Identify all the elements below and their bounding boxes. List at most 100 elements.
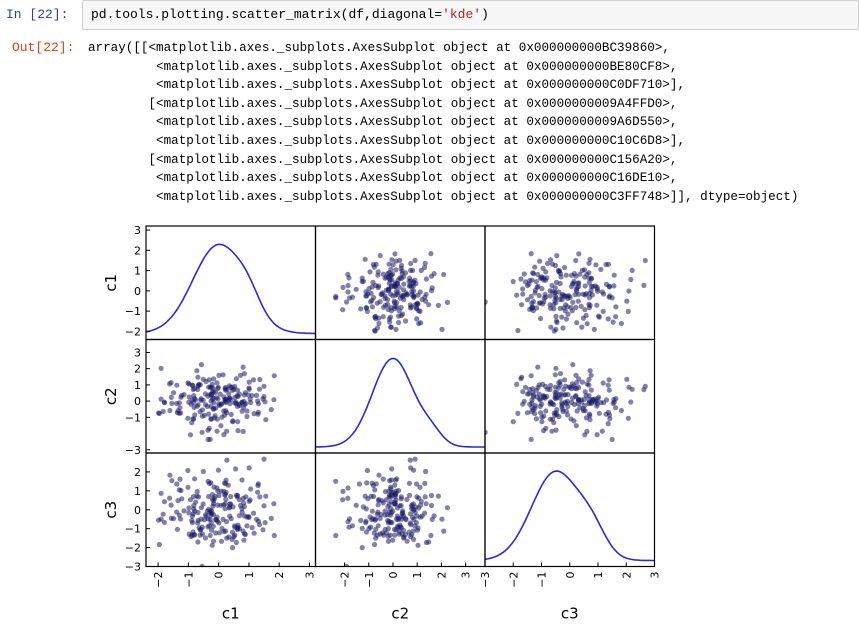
code-input-cell[interactable]: pd.tools.plotting.scatter_matrix(df,diag… (82, 0, 859, 30)
scatter-point (552, 395, 558, 401)
scatter-point (394, 476, 400, 482)
scatter-point (362, 256, 368, 262)
scatter-point (591, 326, 597, 332)
scatter-point (574, 284, 580, 291)
scatter-point (573, 394, 579, 400)
scatter-point (214, 380, 220, 386)
scatter-point (568, 284, 574, 290)
scatter-point (596, 410, 602, 416)
x-tick-label: 0 (564, 572, 577, 579)
input-prompt: In [22]: (6, 7, 69, 22)
scatter-point (333, 478, 339, 484)
scatter-point (230, 545, 236, 551)
scatter-point (160, 408, 166, 415)
scatter-point (214, 428, 220, 434)
scatter-point (189, 532, 195, 538)
subplot-c2-c3 (484, 338, 656, 454)
x-tick-label: 0 (213, 572, 226, 579)
scatter-point (611, 272, 617, 278)
scatter-point (211, 496, 217, 502)
scatter-point (609, 295, 615, 301)
scatter-point (217, 391, 223, 397)
scatter-point (386, 501, 392, 507)
scatter-point (586, 295, 593, 301)
scatter-point (528, 251, 534, 257)
scatter-point (549, 428, 555, 434)
scatter-point (594, 401, 600, 407)
scatter-point (404, 496, 410, 502)
scatter-point (520, 286, 526, 292)
scatter-point (594, 432, 600, 438)
scatter-point (542, 395, 548, 401)
scatter-point (202, 535, 209, 541)
scatter-point (243, 494, 249, 500)
scatter-point (591, 396, 597, 402)
scatter-point (211, 405, 217, 412)
scatter-point (428, 251, 434, 257)
scatter-point (557, 371, 564, 377)
scatter-point (553, 279, 560, 285)
scatter-point (257, 494, 263, 500)
scatter-point (223, 496, 229, 503)
y-axis-label: c1 (102, 274, 120, 292)
scatter-point (520, 389, 526, 395)
scatter-point (220, 372, 226, 378)
scatter-point (196, 525, 202, 531)
scatter-point (398, 275, 404, 281)
scatter-point (176, 400, 182, 406)
scatter-point (251, 530, 257, 536)
scatter-point (599, 428, 605, 434)
scatter-point (528, 373, 534, 379)
scatter-point (574, 408, 580, 414)
scatter-point (195, 517, 201, 524)
scatter-point (358, 306, 364, 312)
scatter-point (408, 267, 414, 273)
scatter-point (158, 365, 164, 371)
scatter-point (228, 411, 234, 418)
scatter-point (158, 396, 164, 402)
scatter-point (343, 563, 350, 567)
scatter-point (603, 397, 610, 403)
scatter-point (419, 513, 425, 519)
scatter-point (156, 541, 162, 548)
scatter-point (624, 376, 630, 382)
subplot-frame (484, 452, 656, 568)
code-text[interactable]: pd.tools.plotting.scatter_matrix(df,diag… (91, 7, 489, 22)
scatter-point (423, 291, 429, 297)
scatter-point (168, 515, 174, 521)
scatter-point (370, 482, 376, 489)
scatter-point (573, 273, 579, 279)
scatter-point (227, 401, 233, 407)
scatter-point (601, 291, 607, 297)
scatter-point (551, 402, 557, 408)
scatter-point (515, 410, 521, 416)
scatter-point (439, 516, 445, 522)
scatter-point (228, 397, 234, 403)
scatter-point (628, 399, 634, 405)
scatter-point (439, 326, 445, 332)
scatter-point (221, 528, 227, 535)
scatter-point (557, 268, 563, 274)
x-tick-label: −2 (339, 572, 352, 588)
scatter-point (216, 492, 222, 499)
scatter-point (408, 260, 414, 267)
scatter-point (600, 380, 606, 386)
scatter-point (360, 278, 366, 284)
scatter-point (613, 314, 619, 320)
scatter-point (428, 532, 434, 539)
scatter-point (206, 411, 212, 417)
scatter-point (553, 427, 559, 433)
scatter-point (587, 256, 593, 262)
scatter-point (557, 378, 563, 385)
scatter-point (549, 261, 555, 267)
scatter-point (576, 251, 582, 257)
scatter-point (374, 511, 380, 517)
x-tick-label: −2 (152, 572, 165, 588)
scatter-point (563, 316, 569, 322)
scatter-point (385, 517, 391, 524)
scatter-point (539, 286, 545, 292)
scatter-point (379, 498, 385, 504)
scatter-point (625, 308, 631, 314)
scatter-point (174, 382, 180, 388)
scatter-point (250, 510, 257, 516)
